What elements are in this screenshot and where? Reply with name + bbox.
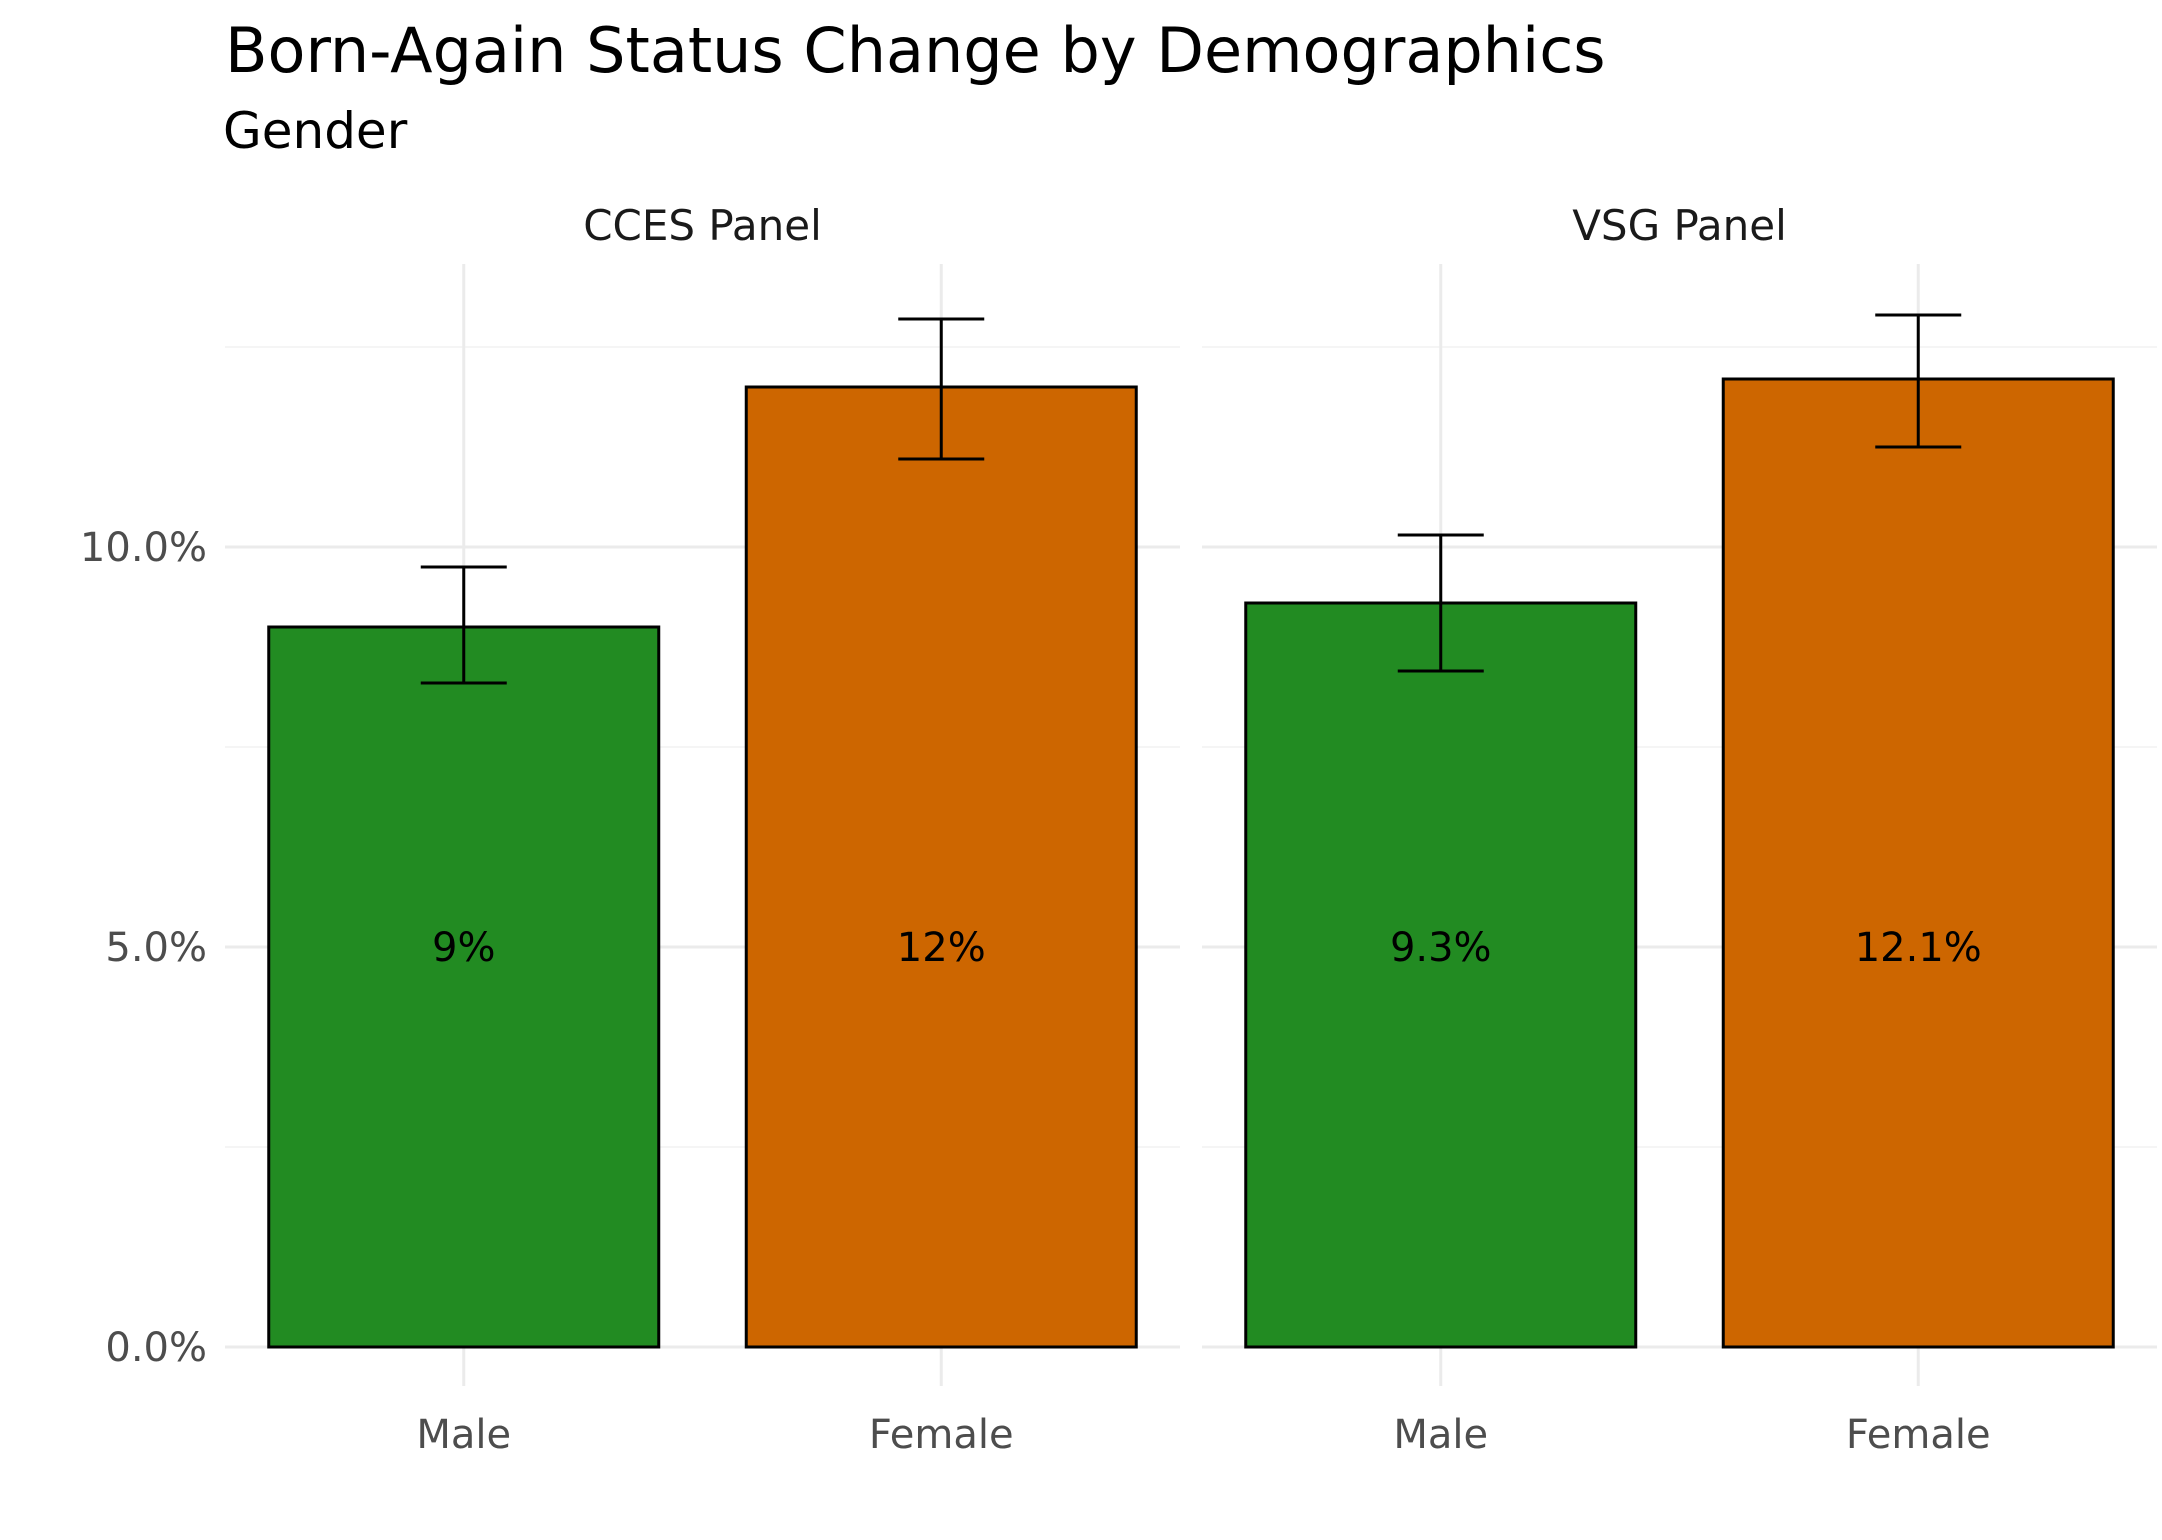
x-tick-label: Female [869,1412,1014,1458]
bar-male [267,625,661,1349]
panel-strip-label: CCES Panel [583,201,822,250]
x-tick-label: Male [416,1412,511,1458]
bar-value-label: 9% [432,925,495,971]
chart-title: Born-Again Status Change by Demographics [225,14,1606,87]
y-tick-label: 5.0% [105,925,207,971]
panel-cces: CCES Panel 9% 12% Male Female [225,201,1180,1458]
x-tick-label: Female [1846,1412,1991,1458]
panel-vsg: VSG Panel 9.3% 12.1% Male Female [1202,201,2157,1458]
panels-layer: CCES Panel 9% 12% Male Female VSG Panel 9.3% 12… [225,201,2157,1458]
bar-female [1721,377,2115,1349]
bar-value-label: 12% [897,925,986,971]
y-tick-label: 0.0% [105,1325,207,1371]
bar-male [1244,601,1638,1349]
bar-value-label: 12.1% [1855,925,1982,971]
chart-subtitle: Gender [223,102,408,160]
y-tick-label: 10.0% [80,525,207,571]
bar-value-label: 9.3% [1390,925,1492,971]
x-tick-label: Male [1393,1412,1488,1458]
y-axis: 0.0% 5.0% 10.0% [80,525,207,1371]
panel-strip-label: VSG Panel [1572,201,1787,250]
bar-female [744,385,1138,1349]
